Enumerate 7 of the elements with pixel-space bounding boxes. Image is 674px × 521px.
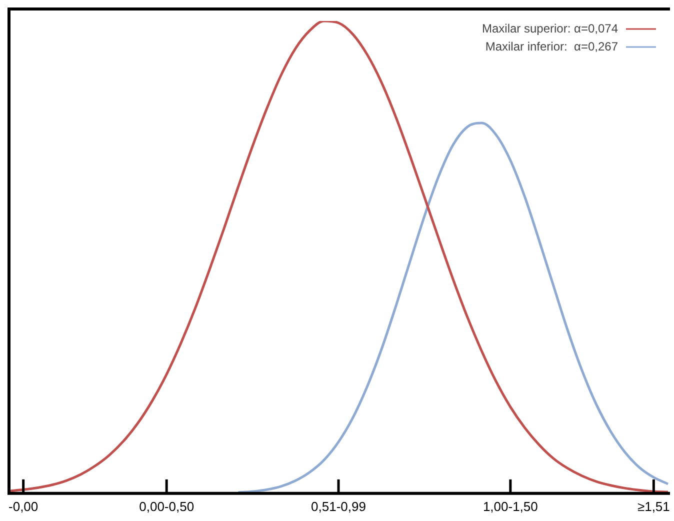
x-tick-label: ≥1,51 bbox=[637, 498, 670, 514]
x-tick-label: 0,00-0,50 bbox=[139, 498, 194, 514]
legend-label: Maxilar inferior: α=0,267 bbox=[485, 39, 618, 54]
x-tick-label: 1,00-1,50 bbox=[482, 498, 538, 514]
x-tick-label: -0,00 bbox=[8, 498, 38, 514]
x-tick-label: 0,51-0,99 bbox=[311, 498, 366, 514]
legend-label: Maxilar superior: α=0,074 bbox=[482, 21, 618, 36]
